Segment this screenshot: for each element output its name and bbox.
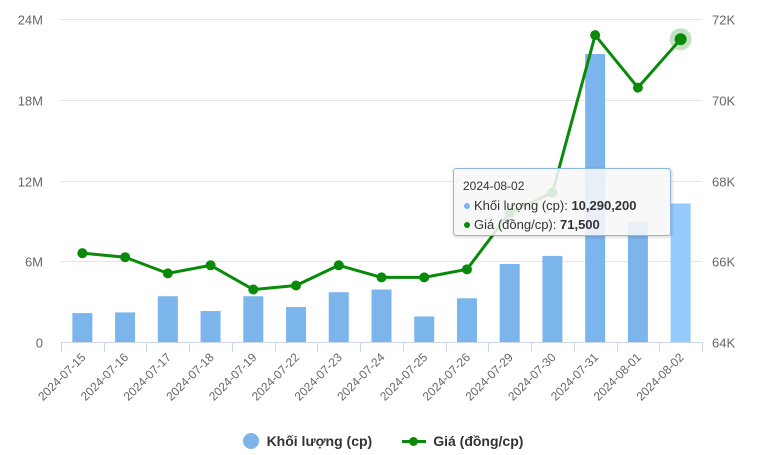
- volume-bar[interactable]: [542, 255, 563, 342]
- y-axis-left-volume: 0 6M 12M 18M 24M: [18, 13, 43, 351]
- price-dot-icon: [464, 221, 470, 228]
- tooltip-volume-label: Khối lượng (cp):: [474, 198, 572, 213]
- volume-bar[interactable]: [499, 263, 520, 342]
- volume-bar[interactable]: [371, 289, 392, 342]
- price-point[interactable]: [674, 33, 687, 46]
- price-line: [77, 28, 692, 295]
- volume-bar[interactable]: [328, 292, 349, 342]
- line-marker-icon: [402, 436, 427, 446]
- price-point[interactable]: [291, 280, 302, 291]
- tooltip-price-label: Giá (đồng/cp):: [474, 217, 560, 232]
- legend-price-label: Giá (đồng/cp): [433, 433, 524, 449]
- tooltip-date: 2024-08-02: [463, 179, 525, 193]
- price-point[interactable]: [205, 260, 216, 271]
- price-point[interactable]: [333, 260, 344, 271]
- price-point[interactable]: [248, 284, 259, 295]
- price-point[interactable]: [77, 248, 88, 259]
- combo-chart: 0 6M 12M 18M 24M 64K 66K 68K 70K 72K 2024-07-152…: [18, 13, 736, 404]
- legend-volume-label: Khối lượng (cp): [266, 433, 373, 449]
- price-point[interactable]: [419, 272, 430, 283]
- tooltip-price-row: Giá (đồng/cp): 71,500: [463, 215, 661, 234]
- y-left-tick-label: 6M: [25, 255, 43, 270]
- volume-bar[interactable]: [456, 298, 477, 342]
- price-point[interactable]: [162, 268, 173, 279]
- y-left-tick-label: 12M: [18, 175, 43, 190]
- volume-bar[interactable]: [115, 312, 136, 342]
- price-point[interactable]: [461, 264, 472, 275]
- volume-bar[interactable]: [414, 316, 435, 342]
- price-point[interactable]: [632, 82, 643, 93]
- price-point[interactable]: [376, 272, 387, 283]
- tooltip-volume-value: 10,290,200: [571, 198, 637, 213]
- legend-item-price[interactable]: Giá (đồng/cp): [402, 433, 523, 449]
- y-right-tick-label: 68K: [712, 175, 735, 190]
- volume-bar[interactable]: [243, 296, 264, 342]
- y-left-tick-label: 18M: [18, 94, 43, 109]
- y-right-tick-label: 64K: [712, 336, 735, 351]
- legend: Khối lượng (cp) Giá (đồng/cp): [0, 430, 766, 452]
- volume-bar[interactable]: [670, 203, 691, 342]
- volume-bar[interactable]: [286, 307, 307, 342]
- tooltip: 2024-08-02 Khối lượng (cp): 10,290,200 G…: [453, 168, 671, 236]
- y-right-tick-label: 66K: [712, 255, 735, 270]
- y-right-tick-label: 70K: [712, 94, 735, 109]
- legend-item-volume[interactable]: Khối lượng (cp): [242, 433, 373, 449]
- y-left-tick-label: 24M: [18, 13, 43, 28]
- price-point[interactable]: [120, 252, 131, 263]
- volume-dot-icon: [464, 202, 470, 209]
- tooltip-volume-row: Khối lượng (cp): 10,290,200: [463, 196, 661, 215]
- x-axis: 2024-07-152024-07-162024-07-172024-07-18…: [35, 342, 703, 404]
- y-left-tick-label: 0: [36, 336, 43, 351]
- tooltip-price-value: 71,500: [560, 217, 600, 232]
- circle-marker-icon: [242, 433, 259, 449]
- price-point[interactable]: [590, 30, 601, 41]
- y-axis-right-price: 64K 66K 68K 70K 72K: [712, 13, 735, 351]
- volume-bar[interactable]: [200, 311, 221, 342]
- y-right-tick-label: 72K: [712, 13, 735, 28]
- volume-bar[interactable]: [157, 296, 178, 342]
- volume-bar[interactable]: [627, 222, 648, 342]
- volume-bar[interactable]: [72, 313, 93, 342]
